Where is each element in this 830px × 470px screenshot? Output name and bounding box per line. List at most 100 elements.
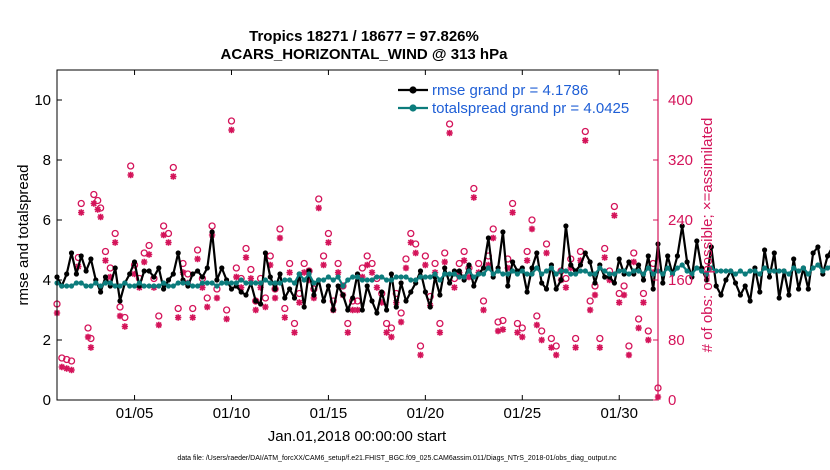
rmse-point bbox=[117, 298, 123, 304]
x-tick-label: 01/10 bbox=[213, 405, 251, 422]
rmse-point bbox=[665, 253, 671, 259]
totalspread-point bbox=[679, 262, 685, 268]
totalspread-point bbox=[161, 280, 167, 286]
obs-possible-point bbox=[193, 246, 202, 254]
totalspread-point bbox=[277, 280, 283, 286]
obs-possible-point bbox=[542, 240, 551, 248]
y-right-tick-label: 400 bbox=[668, 92, 693, 109]
totalspread-point bbox=[243, 280, 249, 286]
rmse-point bbox=[568, 262, 574, 268]
obs-assimilated-point bbox=[286, 269, 293, 276]
totalspread-point bbox=[267, 280, 273, 286]
totalspread-point bbox=[136, 280, 142, 286]
obs-assimilated-point bbox=[625, 351, 633, 359]
obs-assimilated-point bbox=[616, 299, 623, 306]
rmse-point bbox=[553, 286, 559, 292]
legend-rmse-label: rmse grand pr = 4.1786 bbox=[432, 82, 588, 99]
obs-possible-point bbox=[421, 252, 430, 260]
rmse-point bbox=[408, 289, 414, 295]
rmse-point bbox=[311, 292, 317, 298]
totalspread-point bbox=[122, 280, 128, 286]
obs-assimilated-point bbox=[204, 303, 211, 311]
totalspread-point bbox=[209, 280, 215, 286]
obs-possible-point bbox=[528, 216, 536, 224]
axes-layer: 01/05 01/10 01/15 01/20 01/25 01/30 0 2 4 6 8 10 0 80… bbox=[34, 70, 693, 422]
obs-possible-point bbox=[261, 294, 270, 302]
totalspread-point bbox=[640, 271, 647, 277]
obs-assimilated-point bbox=[591, 291, 599, 299]
obs-assimilated-point bbox=[397, 318, 405, 326]
rmse-point bbox=[267, 274, 273, 280]
obs-possible-point bbox=[266, 252, 274, 260]
obs-possible-point bbox=[344, 319, 352, 328]
totalspread-point bbox=[146, 283, 152, 289]
rmse-point bbox=[282, 295, 288, 301]
y-right-tick-label: 80 bbox=[668, 332, 685, 349]
totalspread-point bbox=[766, 268, 773, 274]
legend-rmse-marker bbox=[409, 86, 417, 94]
obs-possible-point bbox=[397, 309, 405, 317]
totalspread-point bbox=[180, 280, 186, 286]
rmse-point bbox=[645, 253, 651, 259]
totalspread-point bbox=[471, 274, 477, 280]
obs-possible-point bbox=[470, 184, 478, 193]
obs-possible-point bbox=[329, 297, 337, 305]
totalspread-point bbox=[626, 271, 632, 277]
obs-assimilated-point bbox=[213, 294, 221, 302]
obs-assimilated-point bbox=[436, 329, 444, 336]
obs-assimilated-point bbox=[640, 299, 647, 306]
rmse-point bbox=[350, 295, 356, 301]
obs-possible-point bbox=[416, 342, 425, 350]
obs-possible-point bbox=[479, 297, 488, 305]
rmse-point bbox=[238, 289, 244, 295]
totalspread-point bbox=[296, 271, 302, 277]
rmse-point bbox=[127, 271, 133, 277]
totalspread-point bbox=[742, 271, 748, 277]
totalspread-point bbox=[703, 271, 710, 277]
obs-possible-point bbox=[513, 319, 522, 328]
rmse-point bbox=[776, 295, 782, 301]
data-file-footer: data file: /Users/raeder/DAI/ATM_forcXX/… bbox=[177, 455, 617, 462]
totalspread-point bbox=[592, 271, 598, 277]
obs-possible-point bbox=[441, 249, 449, 257]
obs-possible-point bbox=[319, 252, 328, 260]
totalspread-point bbox=[723, 268, 729, 274]
obs-assimilated-point bbox=[368, 269, 376, 276]
totalspread-point bbox=[718, 268, 724, 274]
totalspread-point bbox=[131, 283, 138, 289]
totalspread-point bbox=[204, 280, 210, 286]
totalspread-point bbox=[500, 271, 506, 277]
rmse-point bbox=[757, 289, 763, 295]
totalspread-point bbox=[282, 277, 288, 283]
totalspread-point bbox=[233, 280, 239, 286]
rmse-point bbox=[156, 265, 162, 271]
rmse-point bbox=[131, 259, 138, 265]
totalspread-point bbox=[272, 280, 278, 286]
y-tick-label: 0 bbox=[43, 392, 51, 409]
totalspread-point bbox=[669, 271, 676, 277]
rmse-point bbox=[437, 292, 443, 298]
totalspread-point bbox=[228, 280, 235, 286]
rmse-point bbox=[558, 277, 564, 283]
obs-assimilated-point bbox=[363, 261, 371, 269]
obs-possible-point bbox=[533, 312, 541, 320]
obs-possible-point bbox=[101, 247, 110, 256]
obs-possible-point bbox=[84, 324, 92, 332]
obs-assimilated-point bbox=[620, 291, 628, 299]
obs-assimilated-point bbox=[155, 321, 162, 329]
totalspread-point bbox=[665, 265, 671, 271]
totalspread-point bbox=[107, 280, 113, 286]
rmse-point bbox=[102, 274, 109, 280]
x-tick-label: 01/20 bbox=[407, 405, 445, 422]
obs-possible-point bbox=[460, 247, 468, 256]
obs-assimilated-point bbox=[325, 239, 332, 246]
totalspread-point bbox=[59, 283, 65, 289]
obs-assimilated-point bbox=[407, 239, 415, 246]
obs-possible-point bbox=[363, 252, 371, 260]
totalspread-point bbox=[786, 271, 792, 277]
obs-assimilated-point bbox=[586, 306, 594, 314]
rmse-point bbox=[388, 271, 394, 277]
obs-assimilated-point bbox=[417, 351, 424, 359]
totalspread-point bbox=[805, 271, 811, 277]
obs-assimilated-point bbox=[446, 129, 453, 137]
